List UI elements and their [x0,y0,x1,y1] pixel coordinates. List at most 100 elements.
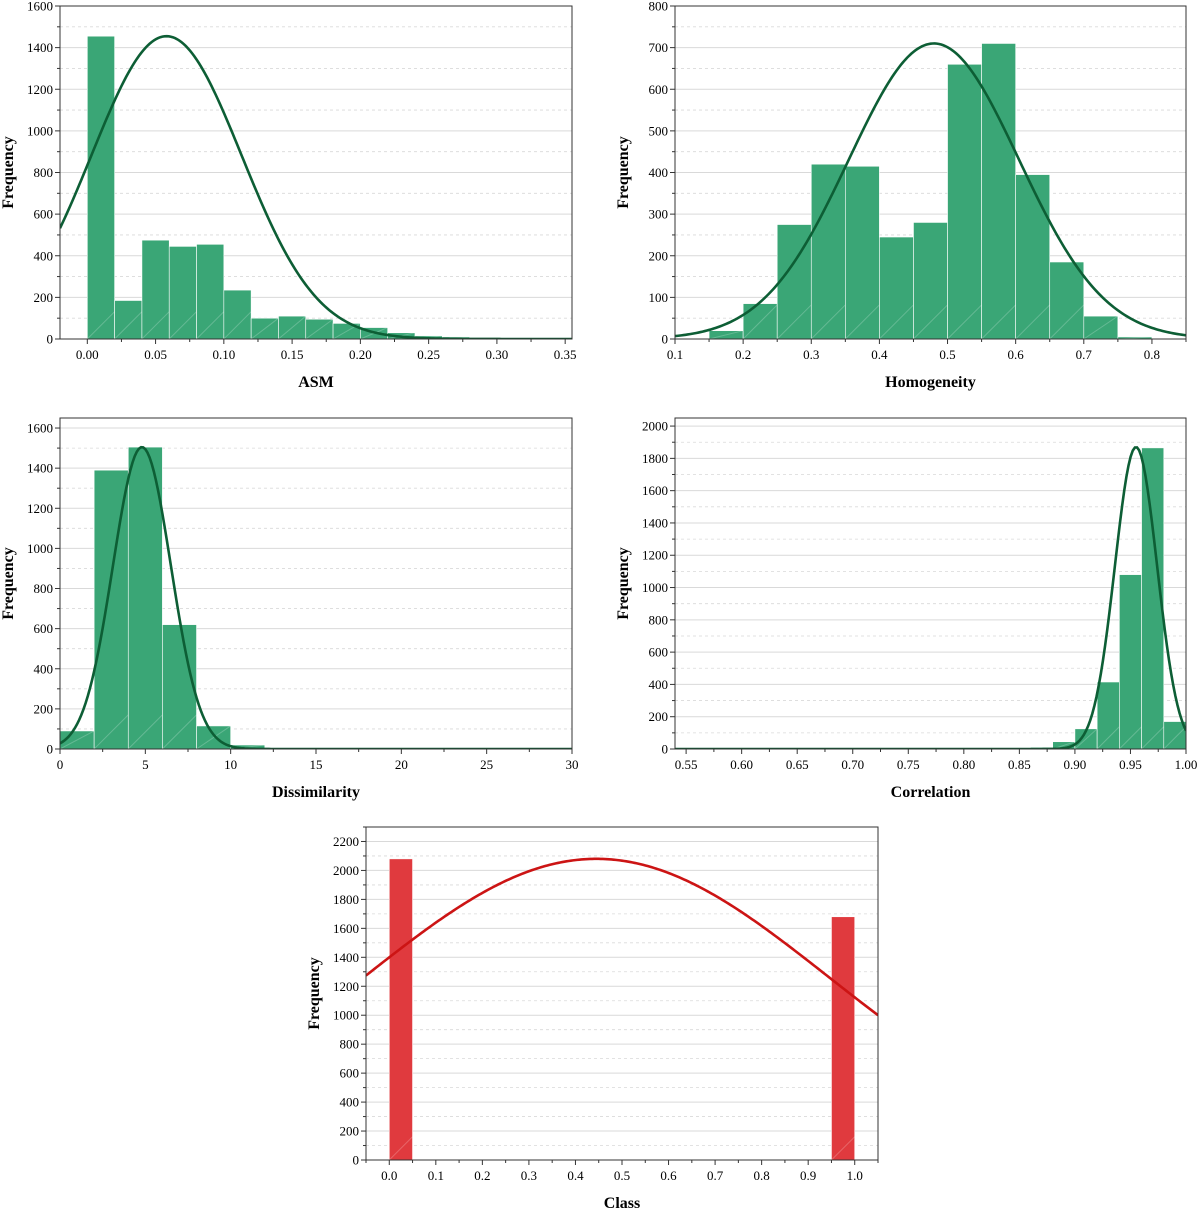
x-tick-label: 0.25 [417,347,440,362]
x-tick-label: 0.95 [1119,757,1142,772]
y-tick-label: 400 [649,165,669,180]
y-tick-label: 1600 [27,421,53,436]
x-axis-title: Dissimilarity [272,784,360,801]
bar-hatch [223,311,252,339]
x-tick-label: 5 [142,757,149,772]
y-tick-label: 1600 [333,921,359,936]
y-tick-label: 400 [649,677,669,692]
bar-hatch [250,317,279,339]
x-tick-label: 0.7 [707,1168,724,1183]
y-tick-label: 1400 [642,515,668,530]
bar-hatch [1049,304,1085,339]
bars [86,35,470,339]
x-axis-title: Homogeneity [885,374,976,391]
y-tick-label: 300 [649,207,669,222]
x-tick-label: 10 [224,757,237,772]
bar-hatch [278,315,307,339]
x-tick-label: 0.3 [521,1168,537,1183]
bar-hatch [1163,726,1186,749]
histogram-bar [810,163,846,339]
x-tick-label: 0.4 [871,347,888,362]
y-tick-label: 0 [662,332,669,347]
panel-correlation: 0 200 400 600 800 1000 1200 1400 1600 1800 2000 0.5… [615,417,1198,801]
x-tick-label: 0.55 [675,757,698,772]
x-tick-label: 0.10 [212,347,235,362]
x-tick-label: 0.35 [554,347,577,362]
x-axis-title: Class [604,1195,640,1210]
histogram-bar [87,35,115,339]
bar-hatch [776,304,812,339]
bar-hatch [810,304,846,339]
y-tick-label: 1000 [333,1008,359,1023]
bar-hatch [1141,726,1165,749]
y-tick-label: 800 [34,581,54,596]
y-tick-label: 1000 [27,123,53,138]
bar-hatch [1096,726,1120,749]
bar-hatch [305,318,334,339]
y-axis-title: Frequency [306,957,323,1030]
x-tick-label: 0.1 [667,347,683,362]
bar-hatch [844,304,880,339]
y-axis-title: Frequency [615,547,632,620]
x-tick-label: 0 [57,757,64,772]
histogram-bar [127,446,163,749]
y-tick-label: 800 [649,612,669,627]
y-tick-label: 1800 [333,892,359,907]
histogram-bar [162,624,197,749]
panel-homogeneity: 0 100 200 300 400 500 600 700 800 0.1 0.2 0.3 0.4 0.5… [615,0,1187,391]
x-tick-label: 0.5 [614,1168,630,1183]
histogram-bar [879,236,914,339]
x-tick-label: 1.00 [1175,757,1198,772]
y-tick-label: 200 [34,290,54,305]
y-tick-label: 0 [47,742,54,757]
y-tick-label: 2200 [333,834,359,849]
x-tick-label: 0.6 [660,1168,677,1183]
normal-fit-curve [675,446,1186,749]
bar-hatch [196,311,225,339]
y-tick-label: 400 [340,1095,360,1110]
bar-hatch [879,304,914,339]
bar-hatch [114,311,143,339]
normal-fit-curve [366,857,878,1017]
y-tick-label: 600 [649,645,669,660]
y-tick-label: 600 [340,1066,360,1081]
y-axis-title: Frequency [0,136,17,209]
bar-hatch [981,304,1017,339]
x-tick-label: 0.8 [1144,347,1160,362]
x-tick-label: 0.20 [349,347,372,362]
y-tick-label: 1000 [27,541,53,556]
histogram-bar [1096,681,1120,749]
y-tick-label: 800 [340,1037,360,1052]
plot-area: 0 200 400 600 800 1000 1200 1400 1600 1800 2000 0.5… [642,417,1198,772]
x-tick-label: 0.6 [1008,347,1025,362]
bar-hatch [93,714,129,749]
y-tick-label: 0 [353,1153,360,1168]
y-tick-label: 500 [649,123,669,138]
bar-hatch [1015,304,1051,339]
x-tick-label: 30 [566,757,579,772]
x-axis-title: ASM [298,374,334,391]
bars [1030,447,1186,749]
x-tick-label: 0.00 [76,347,99,362]
y-tick-label: 1600 [642,483,668,498]
bar-hatch [162,714,197,749]
y-tick-label: 2000 [642,419,668,434]
x-tick-label: 0.30 [486,347,509,362]
plot-frame [674,417,1187,750]
panel-class: 0 200 400 600 800 1000 1200 1400 1600 1800 2000 220… [306,826,879,1210]
y-tick-label: 1600 [27,0,53,14]
y-axis-title: Frequency [615,136,632,209]
y-tick-label: 600 [34,207,54,222]
histogram-bar [114,300,143,339]
x-tick-label: 0.05 [144,347,167,362]
y-tick-label: 1400 [333,950,359,965]
y-tick-label: 200 [340,1124,360,1139]
plot-area: 0 100 200 300 400 500 600 700 800 0.1 0.2 0.3 0.4 0.5… [649,0,1187,362]
y-tick-label: 1200 [642,548,668,563]
histogram-bar [1015,174,1051,339]
plot-area: 0 200 400 600 800 1000 1200 1400 1600 0 5 10 15 20 25 3… [27,417,579,772]
y-tick-label: 1400 [27,461,53,476]
y-tick-label: 1800 [642,451,668,466]
plot-frame [365,826,879,1161]
x-tick-label: 0.3 [803,347,819,362]
